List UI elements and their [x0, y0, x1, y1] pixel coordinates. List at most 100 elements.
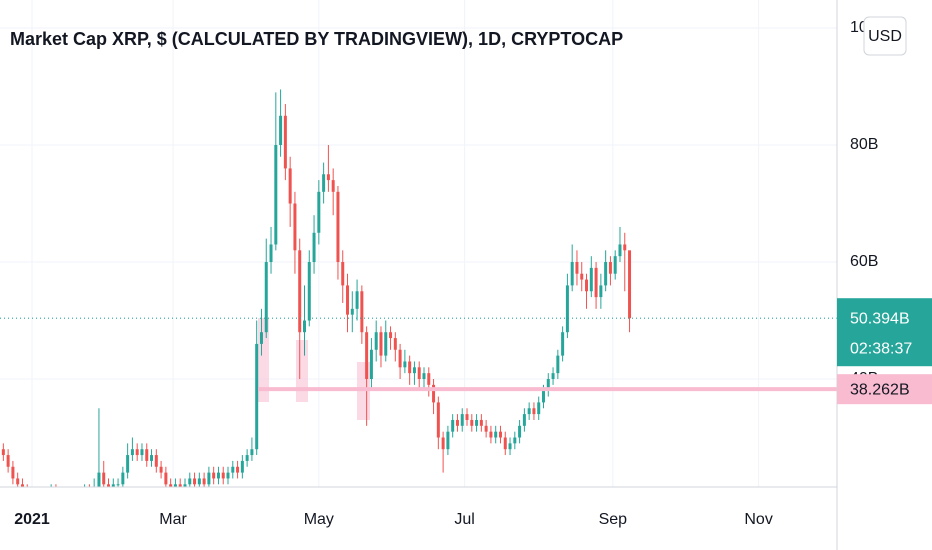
- candle-body: [537, 402, 541, 415]
- candle-body: [436, 402, 440, 438]
- candle-body: [326, 174, 330, 181]
- last-price-label: 50.394B: [850, 310, 910, 327]
- candle-body: [298, 250, 302, 333]
- candle-body: [78, 496, 81, 502]
- candle-body: [164, 472, 168, 485]
- candle-body: [102, 472, 106, 485]
- chart-title: Market Cap XRP, $ (CALCULATED BY TRADING…: [10, 29, 623, 49]
- drawn-box: [258, 318, 269, 402]
- grid: [0, 0, 837, 487]
- candle-body: [374, 332, 378, 350]
- candle-body: [135, 449, 139, 456]
- candle-body: [594, 267, 598, 298]
- candle-body: [64, 502, 67, 508]
- candle-body: [389, 332, 393, 339]
- candle-body: [226, 472, 230, 479]
- candle-body: [470, 419, 474, 426]
- candle-body: [613, 256, 617, 274]
- x-tick-label: Jul: [454, 511, 474, 528]
- candle-body: [111, 484, 115, 487]
- candle-body: [11, 466, 15, 479]
- x-tick-label: 2021: [14, 511, 50, 528]
- candle-body: [154, 455, 158, 467]
- x-tick-label: Nov: [744, 511, 772, 528]
- x-tick-label: May: [304, 511, 334, 528]
- candle-body: [365, 332, 369, 380]
- axes: 40B60B80B100B2021MarMayJulSepNov: [14, 19, 887, 528]
- candle-body: [489, 431, 493, 438]
- candle-body: [35, 502, 38, 508]
- candle-body: [116, 484, 120, 486]
- candle-body: [88, 490, 91, 496]
- candle-body: [274, 145, 278, 245]
- candle-body: [446, 431, 450, 450]
- candle-body: [59, 502, 62, 508]
- candle-body: [379, 332, 383, 356]
- candle-body: [216, 472, 220, 479]
- candles: [1, 89, 632, 508]
- candle-body: [455, 419, 459, 426]
- candle-body: [183, 484, 187, 487]
- candle-body: [93, 490, 96, 496]
- candle-body: [69, 496, 72, 502]
- candle-body: [188, 478, 192, 485]
- candle-body: [475, 419, 479, 426]
- candle-body: [513, 437, 517, 444]
- candle-body: [45, 496, 48, 502]
- candle-body: [159, 466, 163, 473]
- candle-body: [561, 332, 565, 356]
- candle-body: [551, 373, 555, 380]
- candle-body: [231, 466, 235, 473]
- candle-body: [479, 419, 483, 426]
- candle-body: [422, 373, 426, 380]
- candle-body: [31, 496, 34, 502]
- candle-body: [288, 168, 292, 204]
- x-tick-label: Mar: [159, 511, 187, 528]
- y-tick-label: 60B: [850, 253, 878, 270]
- candle-body: [498, 431, 502, 438]
- candle-body: [369, 349, 373, 380]
- currency-label[interactable]: USD: [868, 28, 902, 45]
- candle-body: [518, 425, 522, 438]
- currency-button[interactable]: [863, 16, 907, 56]
- candle-body: [16, 478, 20, 485]
- candle-body: [1, 449, 5, 456]
- candle-body: [412, 367, 416, 374]
- candle-body: [565, 285, 569, 333]
- candle-body: [408, 361, 412, 374]
- candle-body: [83, 490, 86, 496]
- candle-body: [245, 455, 249, 461]
- y-tick-label: 80B: [850, 136, 878, 153]
- candle-body: [589, 267, 593, 292]
- candle-body: [197, 478, 201, 485]
- candle-body: [441, 437, 445, 450]
- candle-body: [107, 484, 111, 487]
- candle-body: [264, 262, 268, 333]
- candle-body: [355, 291, 359, 309]
- candle-body: [193, 478, 197, 485]
- candle-body: [140, 449, 144, 456]
- candle-body: [50, 490, 53, 496]
- candle-body: [542, 390, 546, 403]
- candle-body: [341, 262, 345, 286]
- candle-body: [121, 472, 125, 485]
- candle-body: [556, 355, 560, 374]
- candle-body: [465, 414, 469, 420]
- candle-body: [451, 419, 455, 432]
- candle-body: [259, 332, 263, 344]
- candle-body: [317, 191, 321, 233]
- candle-body: [532, 408, 536, 415]
- candle-body: [169, 484, 173, 487]
- candle-body: [322, 174, 326, 192]
- candle-body: [20, 484, 24, 487]
- candle-body: [580, 273, 584, 280]
- candle-body: [604, 262, 608, 286]
- candle-body: [145, 449, 149, 461]
- candle-body: [398, 349, 402, 368]
- candle-body: [585, 279, 589, 292]
- candle-body: [350, 308, 354, 315]
- candle-body: [26, 490, 29, 496]
- candle-body: [126, 455, 130, 473]
- candle-body: [575, 262, 579, 274]
